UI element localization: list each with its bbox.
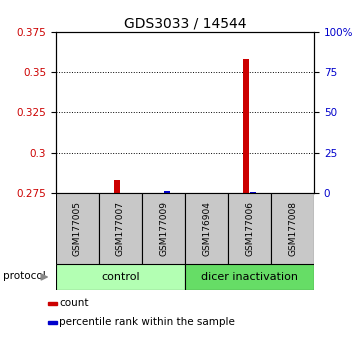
Title: GDS3033 / 14544: GDS3033 / 14544 — [124, 17, 246, 31]
Text: GSM177005: GSM177005 — [73, 201, 82, 256]
Bar — [114, 180, 120, 193]
Text: control: control — [101, 272, 140, 282]
Bar — [271, 193, 314, 264]
Bar — [243, 59, 249, 193]
Text: GSM177007: GSM177007 — [116, 201, 125, 256]
Bar — [48, 302, 57, 305]
Bar — [185, 264, 314, 290]
Text: protocol: protocol — [3, 271, 45, 281]
Bar — [48, 321, 57, 324]
Text: GSM177009: GSM177009 — [159, 201, 168, 256]
Text: GSM177006: GSM177006 — [245, 201, 254, 256]
Bar — [164, 190, 170, 193]
Bar — [142, 193, 185, 264]
Text: dicer inactivation: dicer inactivation — [201, 272, 298, 282]
Text: percentile rank within the sample: percentile rank within the sample — [59, 317, 235, 327]
Text: GSM177008: GSM177008 — [288, 201, 297, 256]
Bar — [228, 193, 271, 264]
Bar — [99, 193, 142, 264]
Text: count: count — [59, 298, 88, 308]
Bar — [250, 192, 256, 193]
Bar — [56, 193, 99, 264]
Bar — [56, 264, 185, 290]
Bar — [185, 193, 228, 264]
Text: GSM176904: GSM176904 — [202, 201, 211, 256]
